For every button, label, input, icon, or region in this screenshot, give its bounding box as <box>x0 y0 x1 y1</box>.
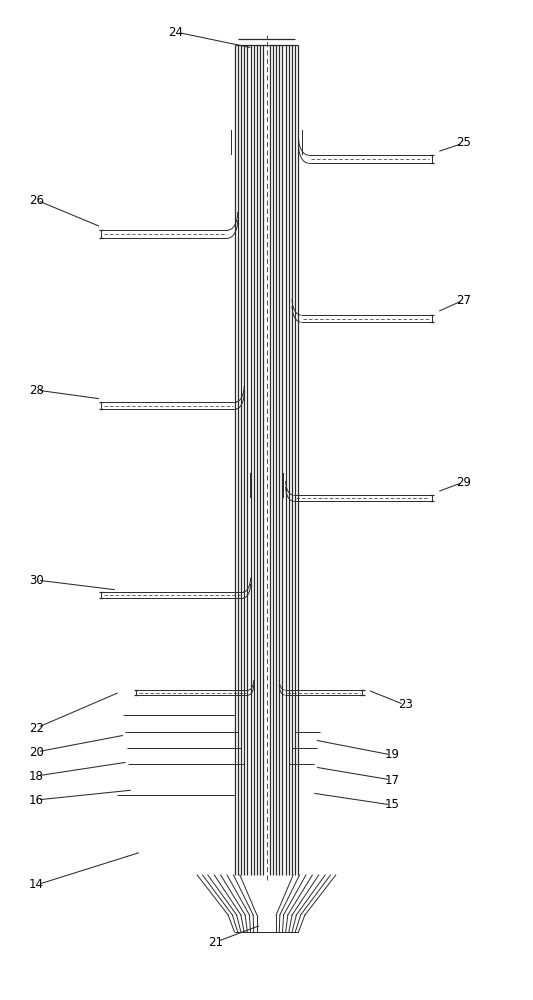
Text: 19: 19 <box>384 748 399 762</box>
Text: 15: 15 <box>384 798 399 812</box>
Text: 27: 27 <box>456 294 471 306</box>
Text: 21: 21 <box>208 936 223 948</box>
Text: 30: 30 <box>29 574 44 586</box>
Text: 16: 16 <box>29 794 44 806</box>
Text: 14: 14 <box>29 879 44 892</box>
Text: 24: 24 <box>168 25 183 38</box>
Text: 20: 20 <box>29 746 44 758</box>
Text: 17: 17 <box>384 774 399 786</box>
Text: 18: 18 <box>29 770 44 782</box>
Text: 23: 23 <box>398 698 413 712</box>
Text: 29: 29 <box>456 476 471 488</box>
Text: 25: 25 <box>456 136 471 149</box>
Text: 22: 22 <box>29 722 44 734</box>
Text: 28: 28 <box>29 383 44 396</box>
Text: 26: 26 <box>29 194 44 207</box>
